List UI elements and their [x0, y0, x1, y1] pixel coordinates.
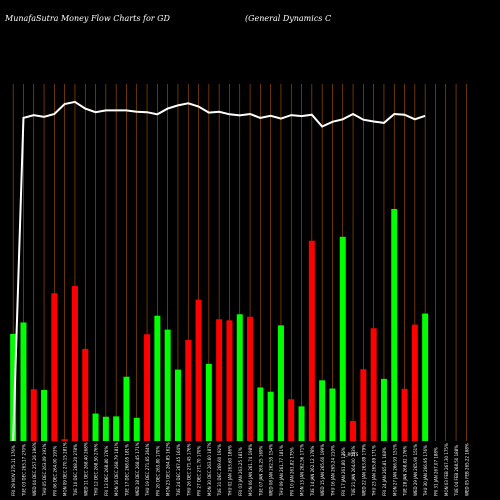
x-tick-label: FRI 27 DEC 271.70 170% — [197, 446, 202, 496]
x-label-fragment: S_RUTS — [343, 452, 359, 457]
x-tick-label: MON 27 JAN 266.93 151% — [392, 444, 397, 496]
money-flow-bar — [164, 329, 171, 441]
x-tick-label: WED 29 JAN 265.90 151% — [413, 444, 418, 496]
money-flow-bar — [123, 376, 130, 441]
money-flow-bar — [226, 320, 233, 441]
x-tick-label: WED 04 DEC 257.26 196% — [32, 442, 37, 496]
x-tick-label: FRI 29 NOV 275.11 176% — [11, 445, 16, 496]
price-line — [12, 100, 426, 442]
money-flow-bar — [133, 417, 140, 441]
x-tick-label: FRI 10 JAN 261.82 175% — [289, 447, 294, 496]
money-flow-bar — [144, 334, 151, 441]
money-flow-bar — [82, 348, 89, 441]
money-flow-bars — [10, 208, 429, 441]
x-tick-label: THU 09 JAN 261.77 181% — [279, 445, 284, 497]
x-tick-label: THU 16 JAN 265.24 210% — [330, 445, 335, 497]
money-flow-bar — [10, 333, 17, 441]
chart-title: MunafaSutra Money Flow Charts for GD — [5, 14, 170, 23]
x-tick-label: MON 03 FEB 267.30 175% — [444, 443, 449, 496]
money-flow-bar — [422, 313, 429, 441]
money-flow-bar — [20, 322, 27, 441]
x-tick-label: THU 26 DEC 271.45 176% — [186, 443, 191, 497]
money-flow-bar — [401, 388, 408, 441]
x-tick-labels: FRI 29 NOV 275.11 176% TUE 03 DEC 263.17 … — [11, 442, 469, 497]
x-tick-label: THU 19 DEC 271.65 264% — [145, 443, 150, 497]
money-flow-bar — [391, 208, 398, 441]
money-flow-bar — [92, 413, 99, 441]
x-tick-label: MON 09 DEC 270.15 281% — [63, 442, 68, 496]
x-tick-label: TUE 14 JAN 262.12 178% — [310, 445, 315, 497]
x-tick-label: TUE 07 JAN 260.25 169% — [258, 445, 263, 497]
money-flow-bar — [41, 389, 48, 441]
x-tick-label: TUE 17 DEC 268.05 181% — [124, 444, 129, 497]
money-flow-bar — [308, 240, 315, 441]
money-flow-bar — [236, 314, 243, 441]
x-tick-label: WED 11 DEC 268.40 268% — [83, 442, 88, 496]
money-flow-bar — [350, 421, 357, 441]
x-tick-label: WED 05 FEB 265.22 188% — [464, 443, 469, 496]
money-flow-bar — [102, 416, 109, 441]
money-flow-bar — [195, 299, 202, 441]
money-flow-bar — [61, 439, 68, 441]
x-tick-label: FRI 17 JAN 261.80 175% — [341, 447, 346, 496]
money-flow-bar — [216, 319, 223, 441]
x-tick-label: WED 22 JAN 263.89 179% — [361, 444, 366, 496]
x-tick-label: FRI 03 JAN 263.25 181% — [238, 447, 243, 496]
money-flow-bar — [185, 339, 192, 441]
money-flow-bar — [113, 416, 120, 441]
x-tick-label: FRI 24 JAN 265.81 168% — [382, 447, 387, 496]
money-flow-bar — [288, 399, 295, 441]
x-tick-label: MON 30 DEC 263.60 187% — [207, 442, 212, 496]
x-tick-label: TUE 24 DEC 267.45 164% — [176, 444, 181, 497]
x-tick-label: FRI 20 DEC 263.80 170% — [155, 446, 160, 496]
x-tick-label: TUE 04 FEB 268.50 188% — [454, 445, 459, 497]
x-tick-label: MON 13 JAN 262.56 171% — [300, 444, 305, 496]
x-tick-label: THU 30 JAN 266.95 176% — [423, 445, 428, 497]
x-tick-label: MON 06 JAN 261.74 198% — [248, 444, 253, 496]
money-flow-bar — [370, 328, 377, 441]
x-tick-label: WED 18 DEC 268.45 171% — [135, 442, 140, 496]
x-tick-label: FRI 06 DEC 264.00 193% — [52, 446, 57, 496]
money-flow-bar — [298, 406, 305, 441]
money-flow-bar — [339, 236, 346, 441]
money-flow-bar — [247, 316, 254, 441]
money-flow-bar — [154, 315, 161, 441]
x-tick-label: FRI 31 JAN 267.07 188% — [433, 447, 438, 496]
money-flow-bar — [319, 380, 326, 441]
x-tick-label: MON 23 DEC 264.85 162% — [166, 442, 171, 496]
money-flow-bar — [205, 363, 212, 441]
money-flow-bar — [257, 387, 264, 441]
x-tick-label: THU 12 DEC 268.50 276% — [94, 443, 99, 497]
x-tick-label: TUE 03 DEC 263.17 270% — [21, 444, 26, 497]
x-tick-label: TUE 28 JAN 268.82 176% — [403, 445, 408, 497]
money-flow-bar — [380, 378, 387, 441]
x-tick-label: MON 16 DEC 268.79 181% — [114, 442, 119, 496]
money-flow-bar — [71, 286, 78, 441]
chart-subtitle: (General Dynamics C — [245, 14, 332, 23]
x-tick-label: THU 23 JAN 265.89 171% — [372, 445, 377, 497]
x-tick-label: WED 08 JAN 262.55 154% — [269, 444, 274, 496]
x-tick-label: THU 02 JAN 263.60 186% — [227, 445, 232, 497]
x-tick-label: THU 05 DEC 263.09 191% — [42, 443, 47, 497]
x-tick-label: WED 15 JAN 265.60 199% — [320, 444, 325, 496]
money-flow-bar — [51, 293, 58, 441]
money-flow-bar — [174, 369, 181, 441]
money-flow-bar — [329, 388, 336, 441]
x-tick-label: FRI 13 DEC 268.80 176% — [104, 446, 109, 496]
x-tick-label: TUE 21 JAN 264.00 183% — [351, 445, 356, 497]
x-tick-label: TUE 10 DEC 268.20 278% — [73, 444, 78, 497]
x-tick-label: TUE 31 DEC 269.60 192% — [217, 444, 222, 497]
money-flow-bar — [411, 324, 418, 441]
money-flow-bar — [267, 391, 274, 441]
money-flow-bar — [30, 389, 37, 441]
money-flow-bar — [277, 325, 284, 441]
money-flow-bar — [360, 369, 367, 441]
